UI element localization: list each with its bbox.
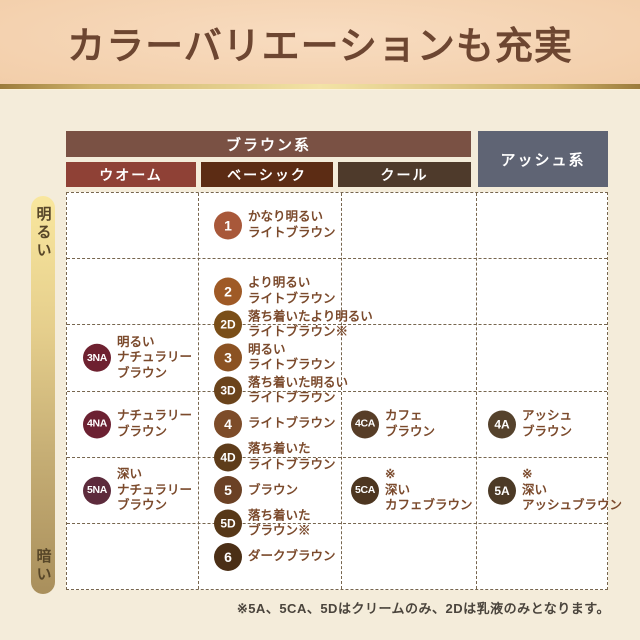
page-title: カラーバリエーションも充実 bbox=[67, 25, 573, 68]
color-grid bbox=[66, 192, 608, 590]
header-column-basic: ベーシック bbox=[201, 162, 333, 187]
axis-bright-label: 明るい bbox=[34, 206, 52, 260]
axis-dark-label: 暗い bbox=[34, 548, 52, 584]
banner: カラーバリエーションも充実 bbox=[0, 0, 640, 84]
header-brown-group: ブラウン系 bbox=[66, 131, 471, 157]
grid-hline bbox=[67, 324, 607, 325]
grid-hline bbox=[67, 391, 607, 392]
grid-hline bbox=[67, 457, 607, 458]
grid-hline bbox=[67, 523, 607, 524]
header-ash-group: アッシュ系 bbox=[478, 131, 608, 187]
gold-divider bbox=[0, 84, 640, 90]
header-column-cool: クール bbox=[338, 162, 471, 187]
brightness-axis: 明るい 暗い bbox=[31, 196, 55, 594]
grid-hline bbox=[67, 258, 607, 259]
header-column-warm: ウオーム bbox=[66, 162, 196, 187]
footnote: ※5A、5CA、5Dはクリームのみ、2Dは乳液のみとなります。 bbox=[236, 601, 610, 616]
